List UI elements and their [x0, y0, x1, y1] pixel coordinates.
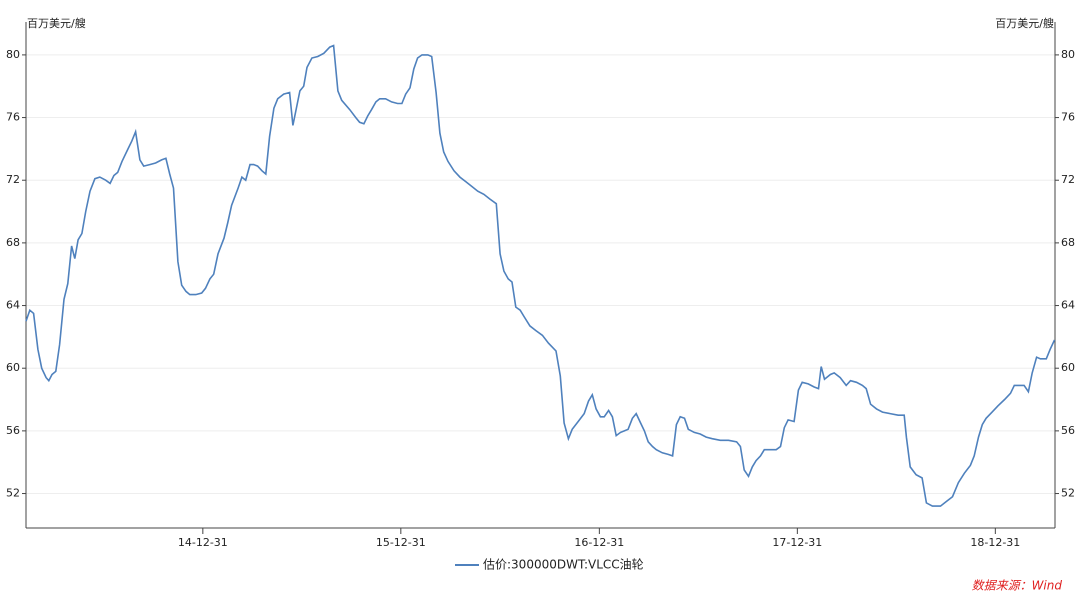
y2-tick-label: 68 — [1061, 236, 1075, 249]
y2-axis-label: 百万美元/艘 — [995, 16, 1054, 30]
y2-tick-label: 64 — [1061, 299, 1075, 312]
y-tick-label: 80 — [6, 48, 20, 61]
y-axis-label: 百万美元/艘 — [27, 16, 86, 30]
y2-tick-label: 76 — [1061, 111, 1075, 124]
data-line — [25, 44, 1056, 507]
y2-tick-label: 72 — [1061, 173, 1075, 186]
y-tick-label: 60 — [6, 361, 20, 374]
y-tick-label: 52 — [6, 487, 20, 500]
y-tick-label: 64 — [6, 299, 20, 312]
x-tick-label: 17-12-31 — [772, 536, 822, 549]
x-tick-label: 15-12-31 — [376, 536, 426, 549]
y2-tick-label: 60 — [1061, 361, 1075, 374]
x-tick-label: 14-12-31 — [178, 536, 228, 549]
y-tick-label: 56 — [6, 424, 20, 437]
y2-tick-label: 52 — [1061, 487, 1075, 500]
y2-tick-label: 56 — [1061, 424, 1075, 437]
legend-label: 估价:300000DWT:VLCC油轮 — [483, 558, 644, 572]
x-tick-label: 18-12-31 — [970, 536, 1020, 549]
y-tick-label: 68 — [6, 236, 20, 249]
y-tick-label: 72 — [6, 173, 20, 186]
y-tick-label: 76 — [6, 111, 20, 124]
y2-tick-label: 80 — [1061, 48, 1075, 61]
x-tick-label: 16-12-31 — [574, 536, 624, 549]
source-note: 数据来源：Wind — [972, 579, 1063, 593]
